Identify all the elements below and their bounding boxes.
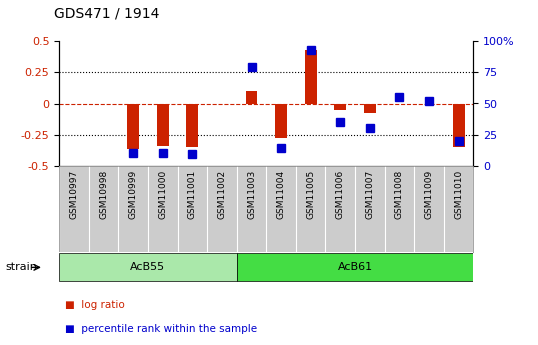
- Bar: [452, 104, 464, 147]
- Bar: [245, 91, 257, 103]
- Text: GSM11003: GSM11003: [247, 170, 256, 219]
- Text: GSM11010: GSM11010: [454, 170, 463, 219]
- Bar: [127, 104, 139, 149]
- Text: GSM11009: GSM11009: [424, 170, 434, 219]
- Text: GSM11007: GSM11007: [365, 170, 374, 219]
- Text: GSM11006: GSM11006: [336, 170, 345, 219]
- Text: ■  percentile rank within the sample: ■ percentile rank within the sample: [65, 324, 257, 334]
- Bar: [186, 104, 198, 147]
- Text: strain: strain: [5, 263, 37, 272]
- Text: GDS471 / 1914: GDS471 / 1914: [54, 7, 159, 21]
- Bar: [59, 253, 237, 282]
- Bar: [305, 50, 316, 104]
- Text: ■  log ratio: ■ log ratio: [65, 300, 124, 310]
- Bar: [364, 104, 376, 114]
- Text: GSM11002: GSM11002: [217, 170, 226, 219]
- Bar: [157, 104, 168, 146]
- Bar: [334, 104, 346, 110]
- Text: GSM11001: GSM11001: [188, 170, 197, 219]
- Text: GSM11004: GSM11004: [277, 170, 286, 219]
- Bar: [237, 253, 473, 282]
- Text: GSM11000: GSM11000: [158, 170, 167, 219]
- Text: GSM10998: GSM10998: [99, 170, 108, 219]
- Text: GSM11005: GSM11005: [306, 170, 315, 219]
- Text: GSM11008: GSM11008: [395, 170, 404, 219]
- Text: AcB61: AcB61: [337, 263, 373, 272]
- Bar: [275, 104, 287, 138]
- Text: GSM10999: GSM10999: [129, 170, 138, 219]
- Text: GSM10997: GSM10997: [69, 170, 79, 219]
- Text: AcB55: AcB55: [130, 263, 166, 272]
